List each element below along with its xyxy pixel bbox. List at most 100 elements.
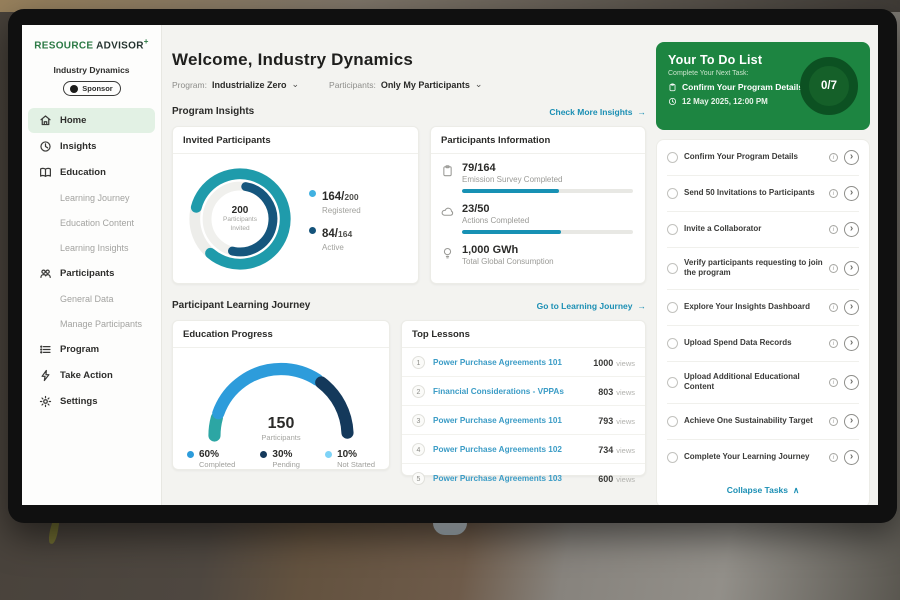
chevron-right-button[interactable]: › (844, 413, 859, 429)
sidebar-item-learning-insights[interactable]: Learning Insights (28, 236, 155, 260)
program-filter-value: Industrialize Zero (211, 79, 287, 90)
sidebar-item-insights[interactable]: Insights (28, 134, 155, 159)
sidebar-item-settings[interactable]: Settings (28, 389, 155, 414)
app-logo: RESOURCE ADVISOR+ (22, 37, 161, 51)
sidebar-item-label: Program (60, 344, 100, 356)
completed-value: 60% (199, 449, 220, 460)
info-icon[interactable] (829, 338, 838, 348)
lesson-link[interactable]: Power Purchase Agreements 101 (433, 415, 562, 425)
registered-label: Registered (322, 205, 361, 215)
pending-value: 30% (272, 449, 293, 460)
insights-icon (38, 140, 52, 154)
link-label: Check More Insights (549, 106, 633, 117)
todo-task-list: Confirm Your Program Details › Send 50 I… (656, 139, 870, 505)
monitor-bezel: RESOURCE ADVISOR+ Industry Dynamics Spon… (8, 9, 897, 523)
task-checkbox[interactable] (667, 301, 678, 313)
go-to-learning-journey-link[interactable]: Go to Learning Journey → (537, 301, 646, 311)
info-icon[interactable] (829, 225, 838, 234)
chevron-right-button[interactable]: › (844, 374, 859, 390)
check-more-insights-link[interactable]: Check More Insights → (549, 107, 646, 117)
sidebar-item-education[interactable]: Education (28, 160, 155, 185)
task-row: Verify participants requesting to join t… (667, 248, 859, 290)
task-checkbox[interactable] (667, 262, 678, 274)
legend-item-active: 84/164 Active (309, 224, 361, 252)
logo-advisor: ADVISOR (96, 40, 144, 52)
chevron-right-button[interactable]: › (844, 299, 859, 315)
task-checkbox[interactable] (667, 152, 678, 163)
chevron-right-button[interactable]: › (844, 335, 859, 351)
sidebar-item-learning-journey[interactable]: Learning Journey (28, 186, 155, 210)
task-checkbox[interactable] (667, 451, 678, 463)
stat-value: 1,000 GWh (462, 244, 519, 256)
chevron-right-button[interactable]: › (844, 260, 859, 276)
sidebar-menu: Home Insights Education (22, 108, 161, 414)
lesson-link[interactable]: Power Purchase Agreements 103 (433, 473, 562, 483)
task-row: Achieve One Sustainability Target › (667, 404, 859, 440)
sidebar-item-label: Settings (60, 396, 98, 408)
chevron-right-button[interactable]: › (844, 150, 859, 165)
participants-filter[interactable]: Participants: Only My Participants ⌄ (329, 79, 482, 90)
task-checkbox[interactable] (667, 337, 678, 349)
logo-resource: RESOURCE (34, 40, 94, 52)
lesson-link[interactable]: Financial Considerations - VPPAs (433, 386, 564, 396)
sidebar-item-general-data[interactable]: General Data (28, 287, 155, 311)
sidebar-item-home[interactable]: Home (28, 108, 155, 134)
chevron-right-button[interactable]: › (844, 186, 859, 201)
sidebar-item-label: Education (60, 167, 106, 179)
sponsor-badge[interactable]: Sponsor (62, 81, 121, 97)
task-checkbox[interactable] (667, 415, 678, 427)
sidebar-item-participants[interactable]: Participants (28, 261, 155, 286)
lesson-row: 3 Power Purchase Agreements 101 793 views (402, 406, 645, 435)
education-gauge-chart: 150 Participants (196, 356, 366, 442)
list-icon (38, 343, 52, 357)
info-icon[interactable] (829, 377, 838, 387)
lesson-rank: 5 (412, 471, 425, 485)
chevron-right-button[interactable]: › (844, 449, 859, 465)
invited-count-label: Participants (223, 216, 257, 224)
info-icon[interactable] (829, 263, 838, 273)
sidebar-item-program[interactable]: Program (28, 337, 155, 362)
lightbulb-icon (441, 246, 454, 260)
collapse-label: Collapse Tasks (726, 485, 789, 496)
task-checkbox[interactable] (667, 376, 678, 388)
collapse-tasks-link[interactable]: Collapse Tasks ∧ (667, 475, 859, 505)
task-checkbox[interactable] (667, 224, 678, 235)
sidebar-item-manage-participants[interactable]: Manage Participants (28, 312, 155, 336)
lesson-row: 4 Power Purchase Agreements 102 734 views (402, 435, 645, 464)
participants-count: 150 (267, 415, 295, 432)
task-label: Upload Additional Educational Content (684, 371, 800, 392)
bolt-icon (38, 369, 52, 383)
todo-panel: Your To Do List Complete Your Next Task:… (656, 25, 878, 505)
sidebar-item-label: Learning Journey (60, 193, 130, 204)
chevron-down-icon: ⌄ (474, 79, 483, 89)
lesson-rank: 1 (412, 355, 425, 369)
sidebar-item-take-action[interactable]: Take Action (28, 363, 155, 388)
legend-item-completed: 60% Completed (187, 449, 235, 469)
info-icon[interactable] (829, 416, 838, 426)
insights-cards-row: Invited Participants 200 (172, 126, 646, 284)
info-icon[interactable] (829, 153, 838, 162)
info-icon[interactable] (829, 302, 838, 312)
chevron-right-button[interactable]: › (844, 222, 859, 237)
task-label: Complete Your Learning Journey (684, 451, 810, 461)
task-label: Send 50 Invitations to Participants (684, 188, 815, 198)
program-filter[interactable]: Program: Industrialize Zero ⌄ (172, 79, 299, 90)
education-progress-card: Education Progress 150 Participants (172, 320, 390, 470)
sidebar-item-education-content[interactable]: Education Content (28, 211, 155, 235)
dashboard-screen: RESOURCE ADVISOR+ Industry Dynamics Spon… (22, 25, 878, 505)
legend-item-pending: 30% Pending (260, 449, 300, 469)
filter-bar: Program: Industrialize Zero ⌄ Participan… (172, 79, 656, 90)
active-total: 164 (338, 228, 353, 239)
program-insights-header: Program Insights Check More Insights → (172, 106, 646, 117)
task-checkbox[interactable] (667, 188, 678, 199)
sidebar-item-label: Education Content (60, 218, 135, 229)
todo-progress-value: 0/7 (821, 80, 837, 92)
info-icon[interactable] (829, 452, 838, 462)
participants-filter-value: Only My Participants (380, 79, 470, 90)
sponsor-label: Sponsor (82, 84, 113, 94)
info-icon[interactable] (829, 189, 838, 198)
lesson-rank: 2 (412, 384, 425, 398)
task-label: Invite a Collaborator (684, 224, 762, 234)
lesson-link[interactable]: Power Purchase Agreements 102 (433, 444, 562, 454)
lesson-link[interactable]: Power Purchase Agreements 101 (433, 357, 562, 367)
